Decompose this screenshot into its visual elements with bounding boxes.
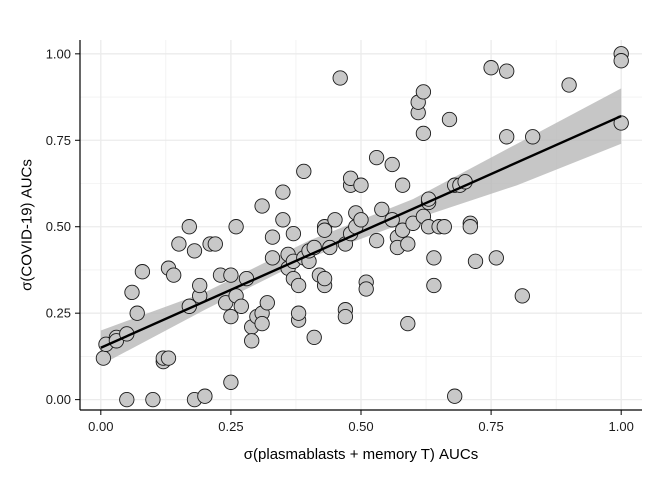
x-tick-label: 1.00 <box>609 419 634 434</box>
x-tick-label: 0.50 <box>348 419 373 434</box>
data-point <box>244 333 260 349</box>
x-tick-label: 0.25 <box>218 419 243 434</box>
data-point <box>306 329 322 346</box>
x-tick-label: 0.75 <box>478 419 503 434</box>
data-point <box>441 111 458 128</box>
data-point <box>259 295 275 311</box>
data-point <box>129 305 145 321</box>
data-point <box>181 219 197 235</box>
data-point <box>264 250 281 266</box>
data-point <box>290 277 307 294</box>
data-point <box>415 84 432 100</box>
data-point <box>119 391 135 408</box>
fit-line-layer <box>100 114 622 349</box>
y-tick-label: 1.00 <box>46 46 71 61</box>
data-point <box>197 388 213 404</box>
x-axis-title: σ(plasmablasts + memory T) AUCs <box>244 446 478 463</box>
data-point <box>447 388 463 404</box>
y-tick-label: 0.25 <box>46 306 71 321</box>
data-point <box>134 264 151 280</box>
data-point <box>394 177 411 193</box>
data-point <box>275 184 291 200</box>
data-point <box>316 222 333 238</box>
data-point <box>124 284 140 301</box>
data-point <box>499 63 515 79</box>
data-point <box>332 70 348 86</box>
data-point <box>353 212 369 228</box>
data-point <box>462 219 478 235</box>
data-point <box>374 201 390 218</box>
data-point <box>285 225 302 242</box>
data-point <box>316 270 333 287</box>
data-point <box>290 305 307 321</box>
data-point <box>561 77 577 93</box>
data-point <box>353 177 369 193</box>
data-point <box>514 288 530 304</box>
x-tick-label: 0.00 <box>88 419 113 434</box>
data-point <box>207 236 223 252</box>
data-point <box>337 308 354 325</box>
data-point <box>145 391 161 408</box>
data-point <box>368 232 385 249</box>
data-point <box>160 350 177 366</box>
data-point <box>254 315 270 332</box>
data-point <box>499 129 515 145</box>
data-point <box>613 115 629 131</box>
data-point <box>223 308 239 325</box>
data-point <box>192 277 208 294</box>
data-point <box>436 219 452 235</box>
data-point <box>400 236 416 252</box>
data-point <box>223 267 239 283</box>
data-point <box>426 277 442 294</box>
y-tick-label: 0.50 <box>46 219 71 234</box>
data-point <box>228 219 244 235</box>
data-point <box>415 125 432 142</box>
data-point <box>525 129 541 145</box>
data-point <box>223 374 239 390</box>
y-tick-label: 0.75 <box>46 133 71 148</box>
y-axis-ticks: 0.00 0.25 0.50 0.75 1.00 <box>46 46 80 407</box>
data-point <box>400 315 416 332</box>
data-point <box>171 236 187 252</box>
data-point <box>426 250 442 266</box>
data-point <box>384 156 400 173</box>
data-point <box>264 229 281 245</box>
data-point <box>233 298 249 314</box>
x-axis-ticks: 0.00 0.25 0.50 0.75 1.00 <box>88 410 634 434</box>
data-point <box>358 281 374 297</box>
y-tick-label: 0.00 <box>46 392 71 407</box>
data-point <box>483 60 499 76</box>
y-axis-title: σ(COVID-19) AUCs <box>18 159 35 291</box>
fit-line <box>100 114 622 349</box>
data-point <box>275 212 291 228</box>
data-point <box>368 149 385 166</box>
data-point <box>488 250 504 266</box>
data-point <box>327 212 343 228</box>
data-point <box>95 350 112 366</box>
data-point <box>166 267 182 283</box>
data-point <box>613 53 629 69</box>
data-point <box>186 243 203 259</box>
data-point <box>254 198 270 214</box>
data-point <box>467 253 484 269</box>
data-point <box>296 163 312 180</box>
